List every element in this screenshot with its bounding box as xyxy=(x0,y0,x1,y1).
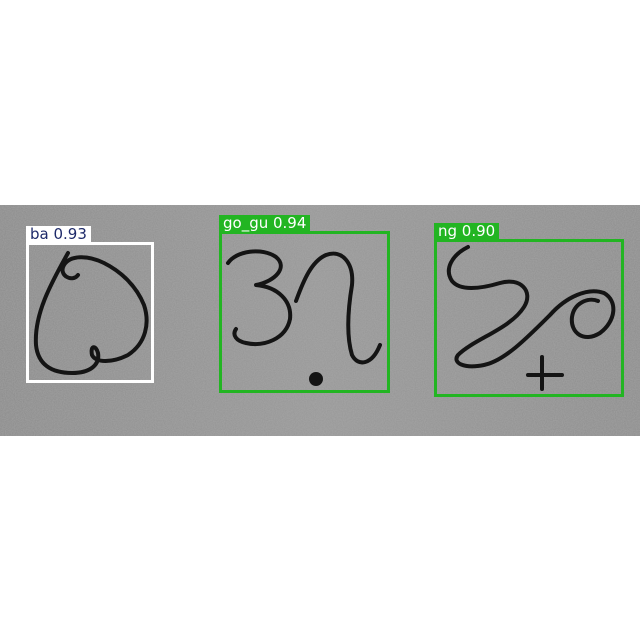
glyph-ng-cross xyxy=(526,355,564,391)
glyph-ba xyxy=(33,251,149,375)
detection-box-ng[interactable] xyxy=(434,239,624,397)
detection-label-ba: ba 0.93 xyxy=(26,226,91,243)
glyph-go-gu-right xyxy=(294,251,382,365)
detection-box-ba[interactable] xyxy=(26,242,154,383)
glyph-ng xyxy=(446,245,616,369)
detection-box-go-gu[interactable] xyxy=(219,231,390,393)
detection-label-ng: ng 0.90 xyxy=(434,223,500,240)
glyph-go-gu-dot xyxy=(309,372,323,386)
detection-label-go-gu: go_gu 0.94 xyxy=(219,215,311,232)
glyph-go-gu-left xyxy=(226,249,293,346)
